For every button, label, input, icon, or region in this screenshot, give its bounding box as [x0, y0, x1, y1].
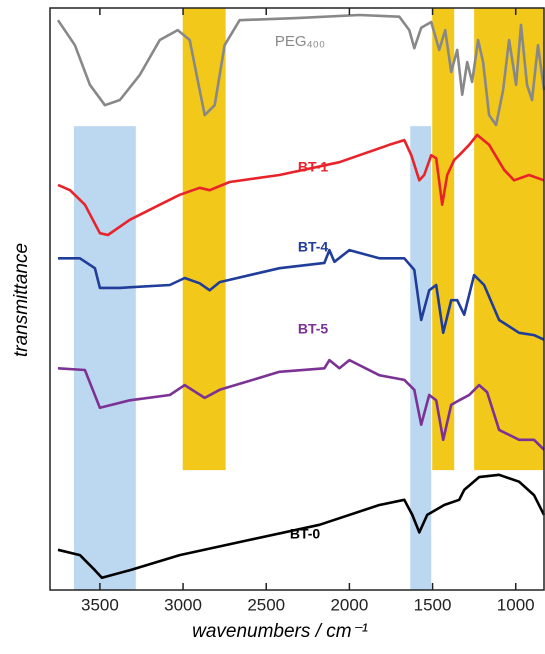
x-tick-label: 1000 [497, 595, 535, 614]
x-axis-label: wavenumbers / cm⁻¹ [192, 621, 368, 642]
spectrum-line [57, 358, 545, 451]
spectrum-line [56, 13, 545, 127]
y-axis-label: transmittance [11, 243, 32, 357]
highlight-band [73, 126, 136, 590]
x-tick-label: 1500 [414, 595, 452, 614]
spectrum-line [57, 473, 545, 580]
series-label: BT-0 [290, 526, 321, 542]
series-label: BT-4 [298, 239, 329, 255]
x-tick-label: 3000 [164, 595, 202, 614]
series-label: BT-5 [298, 321, 329, 337]
spectrum-line [57, 133, 545, 237]
x-tick-label: 3500 [81, 595, 119, 614]
highlight-band [432, 8, 455, 471]
x-tick-label: 2000 [330, 595, 368, 614]
highlight-band [410, 126, 432, 590]
series-label: PEG₄₀₀ [275, 33, 325, 50]
series-label: BT-1 [298, 159, 329, 175]
spectrum-line [58, 248, 545, 341]
plot-frame [49, 7, 545, 591]
x-tick-label: 2500 [247, 595, 285, 614]
